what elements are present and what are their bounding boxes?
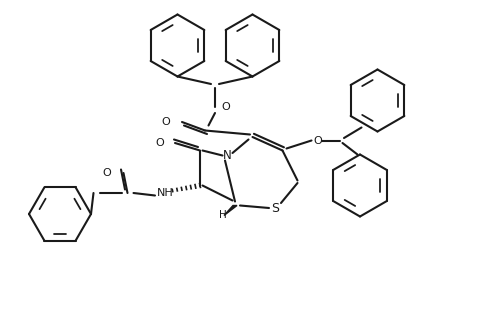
Text: O: O [155,138,164,148]
Text: NH: NH [156,188,173,198]
Text: H: H [218,210,226,219]
Text: O: O [221,102,230,112]
Text: N: N [222,149,231,162]
Text: O: O [103,168,111,178]
Text: O: O [161,117,170,127]
Text: O: O [313,135,321,146]
Text: S: S [271,201,279,215]
Polygon shape [223,206,236,215]
